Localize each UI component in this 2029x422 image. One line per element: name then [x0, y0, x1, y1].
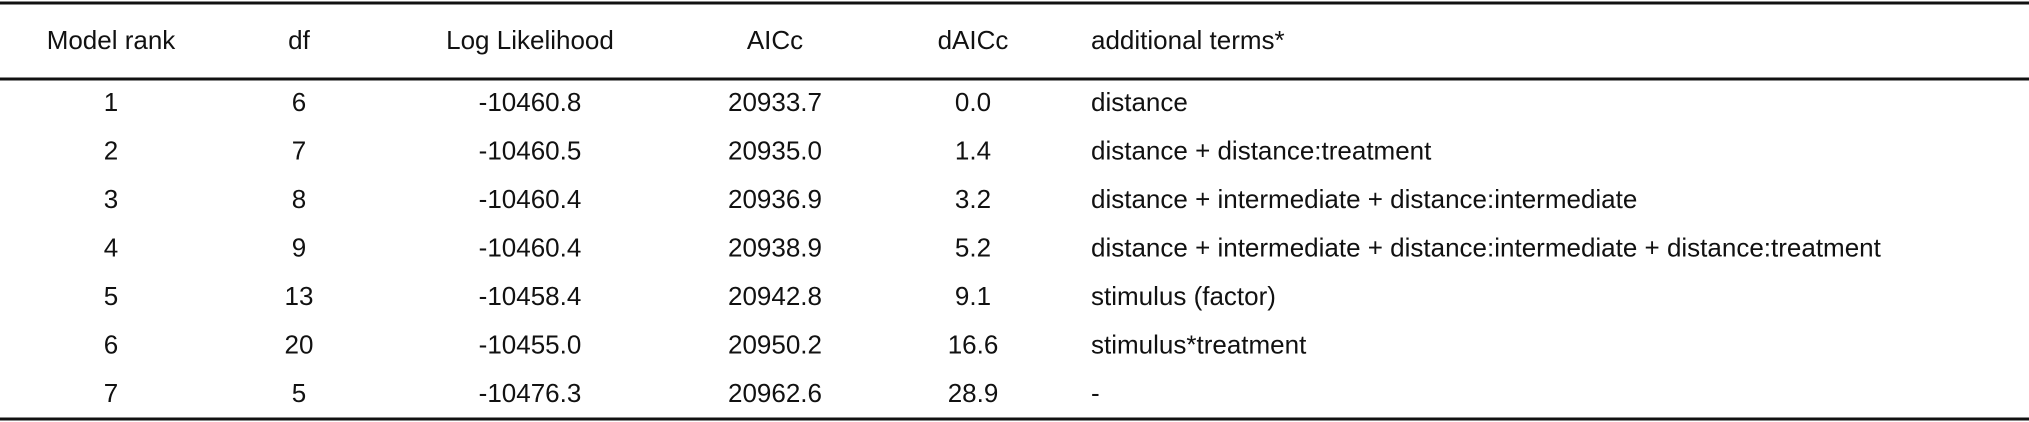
- table-cell: 8: [292, 184, 306, 214]
- table-cell: 28.9: [948, 378, 999, 408]
- table-cell: 20: [285, 329, 314, 359]
- table-cell: 4: [104, 232, 118, 262]
- table-cell: 3.2: [955, 184, 991, 214]
- table-cell: 20938.9: [728, 232, 822, 262]
- table-cell: -10460.4: [479, 232, 582, 262]
- table-cell: 20935.0: [728, 135, 822, 165]
- table-cell: 6: [104, 329, 118, 359]
- table-cell: distance + intermediate + distance:inter…: [1091, 184, 1637, 214]
- table-cell: 2: [104, 135, 118, 165]
- table-cell: 7: [104, 378, 118, 408]
- header-cell: Model rank: [47, 25, 177, 55]
- table-cell: -: [1091, 378, 1100, 408]
- table-cell: 20942.8: [728, 281, 822, 311]
- table-cell: -10460.4: [479, 184, 582, 214]
- table-cell: 20962.6: [728, 378, 822, 408]
- table-cell: distance + distance:treatment: [1091, 135, 1432, 165]
- table-cell: 1: [104, 87, 118, 117]
- table-cell: 9.1: [955, 281, 991, 311]
- header-cell: dAICc: [938, 25, 1009, 55]
- table-cell: 5: [104, 281, 118, 311]
- table-cell: 3: [104, 184, 118, 214]
- table-cell: 20936.9: [728, 184, 822, 214]
- table-cell: -10460.8: [479, 87, 582, 117]
- header-cell: additional terms*: [1091, 25, 1285, 55]
- table-cell: stimulus (factor): [1091, 281, 1276, 311]
- table-cell: 7: [292, 135, 306, 165]
- header-cell: AICc: [747, 25, 803, 55]
- table-cell: 20950.2: [728, 329, 822, 359]
- table-cell: 9: [292, 232, 306, 262]
- table-cell: -10455.0: [479, 329, 582, 359]
- header-cell: Log Likelihood: [446, 25, 614, 55]
- table-cell: -10458.4: [479, 281, 582, 311]
- header-cell: df: [288, 25, 310, 55]
- table-cell: -10460.5: [479, 135, 582, 165]
- table-cell: distance: [1091, 87, 1188, 117]
- table-cell: -10476.3: [479, 378, 582, 408]
- table-cell: 5: [292, 378, 306, 408]
- table-cell: 6: [292, 87, 306, 117]
- table-cell: 0.0: [955, 87, 991, 117]
- table-cell: 20933.7: [728, 87, 822, 117]
- table-cell: stimulus*treatment: [1091, 329, 1307, 359]
- table-cell: 16.6: [948, 329, 999, 359]
- table-cell: 5.2: [955, 232, 991, 262]
- table-cell: 1.4: [955, 135, 991, 165]
- table-cell: distance + intermediate + distance:inter…: [1091, 232, 1882, 262]
- table-cell: 13: [285, 281, 314, 311]
